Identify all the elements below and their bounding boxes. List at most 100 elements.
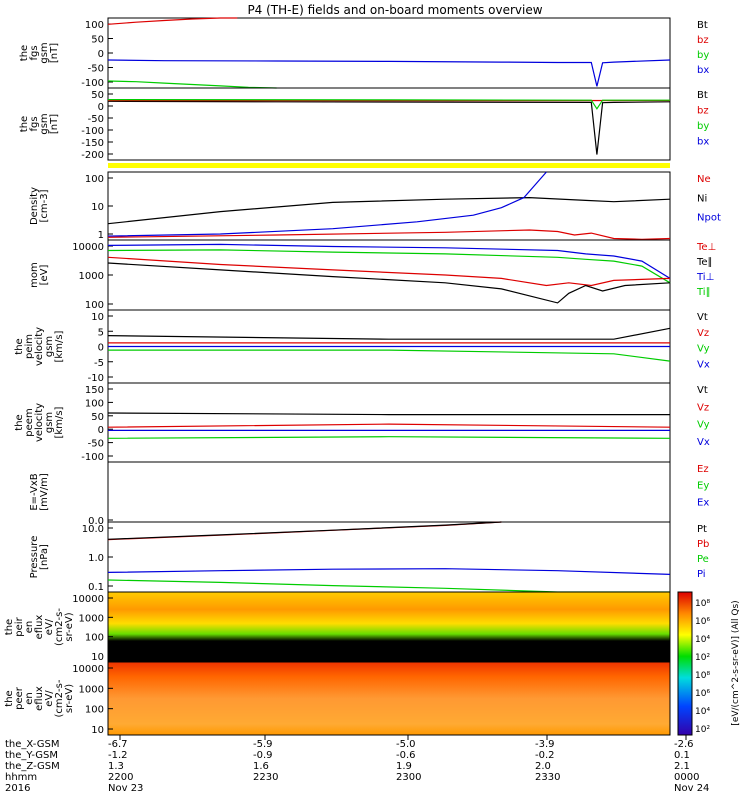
time-row-value: 2.1 [674, 761, 690, 772]
pressure-legend-Pi: Pi [697, 569, 706, 580]
temp-series-Te∥ [107, 262, 671, 304]
fgs-zoom-series-Bt [107, 100, 671, 155]
temp-ytick: 10000 [72, 242, 104, 253]
peem-series-Vy [107, 436, 671, 439]
peir-heatmap [108, 592, 670, 662]
peim-ylabel: peim [24, 334, 35, 359]
fgs-frame [107, 17, 671, 89]
peir-ytick: 100 [85, 633, 104, 644]
fgs-legend-Bt: Bt [697, 20, 708, 31]
peim-legend-Vx: Vx [697, 359, 710, 370]
peim-ylabel: gsm [44, 336, 55, 357]
pressure-series-Pt [107, 521, 502, 540]
peem-legend-Vy: Vy [697, 420, 710, 431]
peer-ylabel: sr-eV) [64, 684, 75, 713]
time-row-label: the_X-GSM [5, 739, 59, 750]
time-row-value: Nov 24 [674, 783, 709, 794]
pressure-ytick: 0.1 [88, 582, 104, 593]
peir-ylabel: the [4, 619, 15, 635]
fgs-series-by [107, 59, 671, 87]
peer-ylabel: en [24, 692, 35, 705]
panel-peir: 10000 1000 100 10 the peir en eflux eV/(cm2-s-sr… [4, 591, 671, 663]
peir-ylabel: eV/ [44, 618, 55, 635]
time-row-value: 1.9 [396, 761, 412, 772]
efield-frame [107, 461, 671, 523]
efield-legend-Ey: Ey [697, 481, 709, 492]
time-row-value: 2200 [108, 772, 133, 783]
time-row-value: -5.0 [396, 739, 416, 750]
peir-ylabel: (cm2-s- [54, 608, 65, 646]
peem-legend-Vx: Vx [697, 437, 710, 448]
colorbar-tick: 10⁶ [695, 617, 710, 627]
density-series-Npot [107, 171, 547, 237]
peem-series-Vt [107, 412, 670, 416]
peim-ytick: 10 [91, 312, 104, 323]
time-row-value: -1.2 [108, 750, 128, 761]
panel-peem: 150 100 50 0 -50 -100 the peem velocity gsm [km/s]… [14, 382, 710, 463]
time-row-value: -2.6 [674, 739, 694, 750]
temp-series-Ti∥ [107, 249, 671, 284]
temp-ytick: 100 [85, 300, 104, 311]
peir-ylabel: en [24, 621, 35, 634]
temp-legend-Te∥: Te∥ [696, 257, 713, 268]
fgs-ytick: -100 [81, 78, 104, 89]
yellow-strip [108, 163, 670, 168]
peem-frame [107, 382, 671, 463]
peim-series-Vy [108, 349, 671, 362]
colorbar-tick: 10⁴ [695, 635, 710, 645]
efield-ylabel: E=-VxB [29, 473, 40, 510]
density-series-Ni [107, 196, 671, 225]
peir-ytick: 10000 [72, 594, 104, 605]
fgs-zoom-ylabel: [nT] [49, 114, 60, 134]
peir-ylabel: eflux [34, 615, 45, 640]
peim-legend-Vz: Vz [697, 328, 709, 339]
pressure-series-Pi [107, 568, 671, 575]
fgs-zoom-series-by [107, 98, 670, 110]
page-title: P4 (TH-E) fields and on-board moments ov… [247, 3, 542, 17]
fgs-ytick: 100 [85, 20, 104, 31]
time-row-value: 0.1 [674, 750, 690, 761]
panel-peer: 10000 1000 100 10 the peer en eflux eV/(cm2-s-sr… [4, 661, 671, 736]
efield-legend-Ex: Ex [697, 497, 709, 508]
panel-fgs: 100 50 0 -50 -100 the fgs gsm [nT] Bt bz by bx [19, 17, 709, 89]
colorbar-label: [eV/(cm^2-s-sr-eV)] (All Qs) [731, 600, 741, 725]
time-row-value: 2300 [396, 772, 421, 783]
time-row-label: the_Y-GSM [5, 750, 58, 761]
fgs-ytick: 0 [98, 49, 104, 60]
pressure-ytick: 10.0 [82, 524, 104, 535]
peim-ylabel: [km/s] [54, 330, 65, 362]
density-ytick: 10 [91, 202, 104, 213]
fgs-zoom-ytick: -100 [81, 126, 104, 137]
colorbar-tick: 10⁶ [695, 689, 710, 699]
time-row-value: -3.9 [535, 739, 555, 750]
peer-frame [107, 661, 671, 736]
peem-legend-Vz: Vz [697, 402, 709, 413]
density-ylabel: Density [29, 187, 40, 225]
density-ylabel: [cm-3] [39, 189, 50, 222]
time-row-label: hhmm [5, 772, 37, 783]
fgs-legend-bx: bx [697, 65, 709, 76]
colorbar-tick: 10² [695, 653, 710, 663]
time-row-value: 1.6 [253, 761, 269, 772]
colorbar-tick: 10² [695, 725, 710, 735]
peer-ytick: 1000 [79, 684, 104, 695]
peim-legend-Vt: Vt [697, 312, 708, 323]
efield-ytick: 0.0 [88, 516, 104, 527]
time-row-value: 1.3 [108, 761, 124, 772]
fgs-zoom-legend-bx: bx [697, 137, 709, 148]
fgs-series-bz [107, 17, 238, 25]
pressure-series-Pe [107, 579, 670, 593]
density-ytick: 1 [98, 230, 104, 241]
peim-ylabel: the [14, 338, 25, 354]
panel-temp: 10000 1000 100 mom [eV] Te⊥ Te∥ Ti⊥ Ti∥ [29, 239, 716, 311]
time-row-value: Nov 23 [108, 783, 143, 794]
pressure-legend-Pt: Pt [697, 524, 707, 535]
peer-heatmap [108, 662, 670, 735]
fgs-ylabel: fgs [29, 45, 40, 60]
peer-ylabel: eV/ [44, 690, 55, 707]
time-row-value: -5.9 [253, 739, 273, 750]
fgs-zoom-ytick: 0 [98, 102, 104, 113]
time-row-label: the_Z-GSM [5, 761, 60, 772]
efield-legend-Ez: Ez [697, 464, 709, 475]
